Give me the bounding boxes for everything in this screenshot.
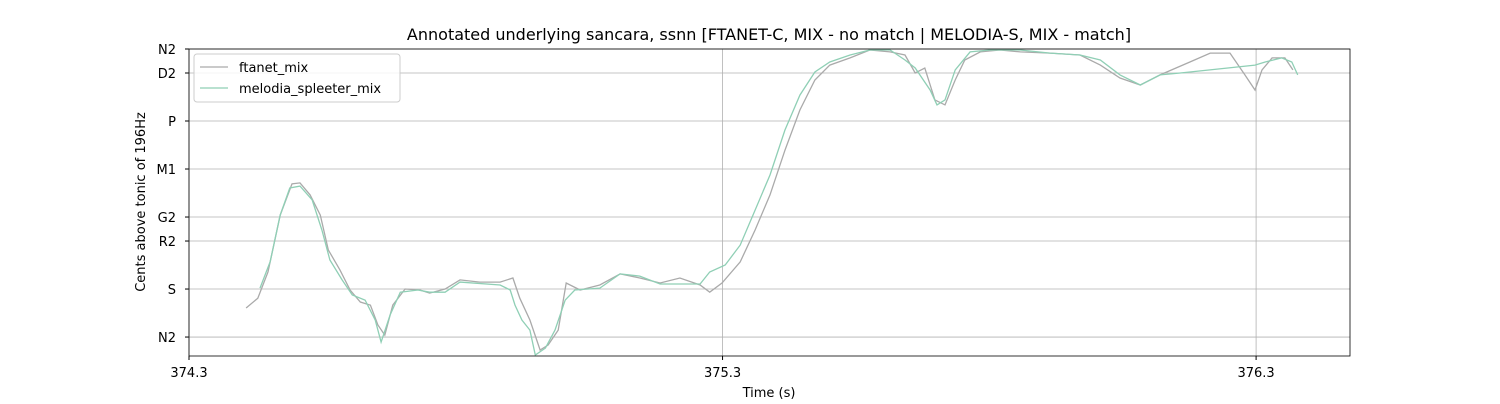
y-tick-label: P [168,115,176,130]
y-axis-label: Cents above tonic of 196Hz [134,112,149,292]
x-tick-label: 376.3 [1237,366,1274,381]
x-axis-label: Time (s) [742,386,796,400]
y-tick-label: M1 [157,163,177,178]
legend-box [193,53,401,103]
y-tick-label: R2 [159,235,176,250]
legend-label: melodia_spleeter_mix [239,82,381,97]
plot-frame [188,48,1351,357]
series-line [259,49,1299,357]
legend-label: ftanet_mix [239,61,309,76]
y-tick-label: N2 [158,331,176,346]
y-tick-label: S [168,283,176,298]
x-tick-label: 374.3 [170,366,207,381]
chart-title: Annotated underlying sancara, ssnn [FTAN… [407,25,1131,44]
y-tick-label: D2 [158,67,176,82]
y-tick-label: N2 [158,43,176,58]
y-tick-label: G2 [158,211,176,226]
x-tick-label: 375.3 [704,366,741,381]
series-line [245,49,1294,351]
